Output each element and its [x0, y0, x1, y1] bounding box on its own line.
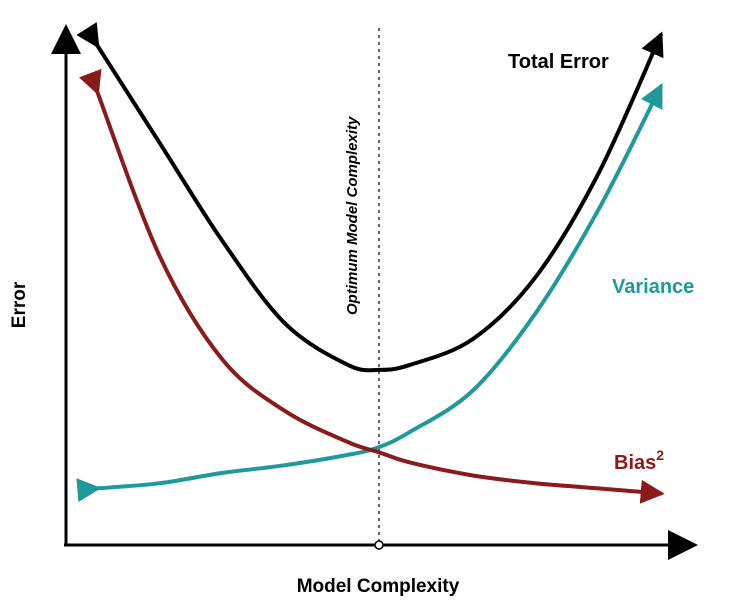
- series-line-bias: [79, 68, 665, 504]
- series-label-bias-text: Bias: [614, 452, 656, 474]
- x-axis-label: Model Complexity: [297, 576, 460, 597]
- optimum-complexity-label: Optimum Model Complexity: [344, 116, 361, 315]
- y-axis-label: Error: [9, 281, 30, 328]
- series-layer: [76, 22, 665, 504]
- series-label-total-error: Total Error: [508, 51, 609, 73]
- series-label-bias: Bias2: [614, 447, 664, 474]
- series-label-variance: Variance: [612, 276, 694, 298]
- optimum-complexity-marker: [374, 540, 384, 550]
- series-label-bias-superscript: 2: [656, 447, 664, 463]
